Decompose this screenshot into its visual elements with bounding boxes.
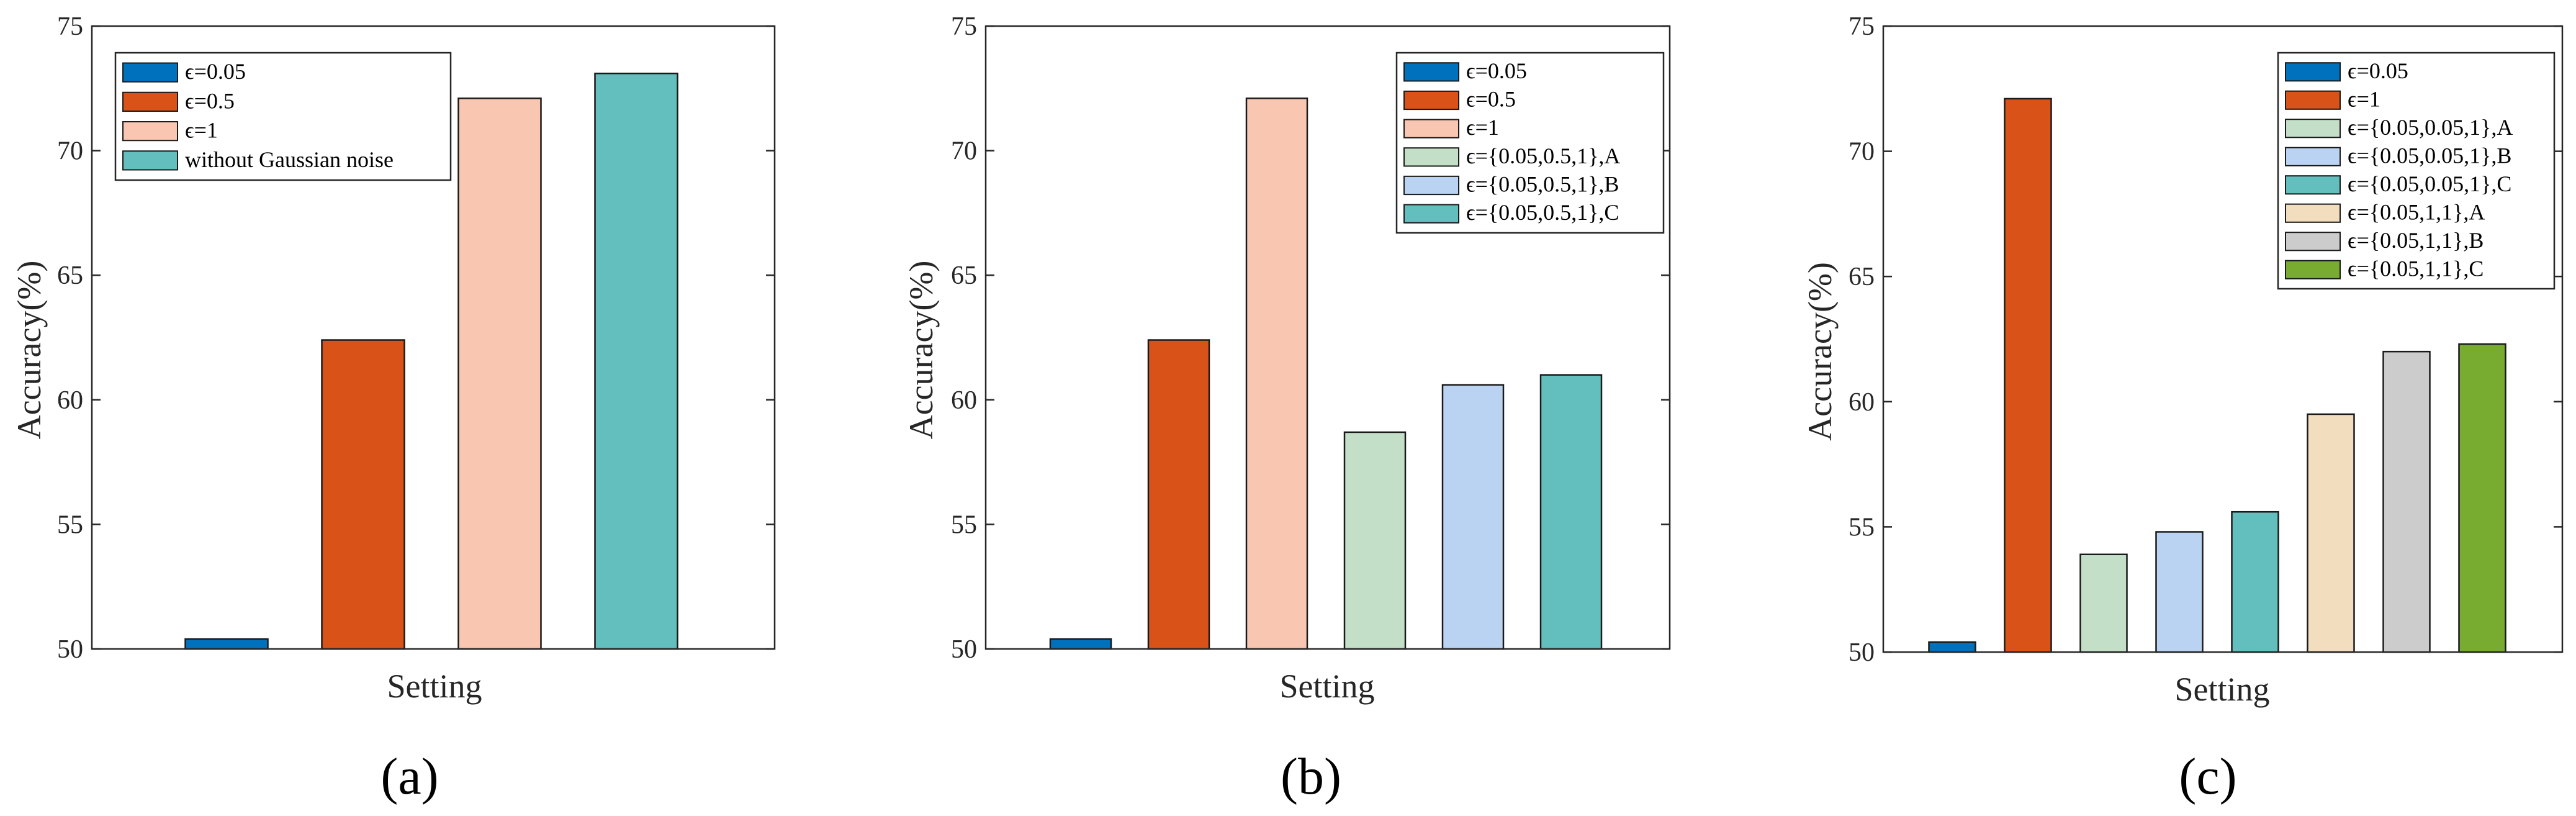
panel-b-legend-label-1: ϵ=0.05: [1466, 58, 1527, 83]
panel-a-bar-4: [594, 72, 678, 650]
panel-b-bar-1: [1049, 638, 1112, 650]
panel-c-legend-label-2: ϵ=1: [2348, 86, 2380, 111]
panel-c-legend-swatch-8: [2285, 260, 2341, 279]
panel-c-legend-swatch-6: [2285, 203, 2341, 223]
panel-c-bar-6: [2307, 413, 2355, 653]
panel-a-ytick-label-75: 75: [57, 12, 83, 41]
panel-c-bar-5: [2231, 510, 2279, 653]
panel-c-bar-7: [2382, 350, 2431, 653]
panel-c-legend-label-6: ϵ={0.05,1,1},A: [2348, 199, 2485, 224]
panel-c-ytick-label-55: 55: [1849, 513, 1875, 542]
panel-b-legend-box: [1395, 52, 1665, 234]
panel-a-bar-2: [321, 339, 405, 650]
panel-b-legend-label-2: ϵ=0.5: [1466, 87, 1516, 112]
panel-b-legend-label-5: ϵ={0.05,0.5,1},B: [1466, 172, 1619, 197]
panel-b-ytick-label-50: 50: [951, 635, 977, 664]
panel-b-ytick-label-60: 60: [951, 386, 977, 415]
panel-c-legend-label-3: ϵ={0.05,0.05,1},A: [2348, 115, 2513, 140]
panel-b-ytick-label-75: 75: [951, 12, 977, 41]
panel-c-legend-swatch-1: [2285, 62, 2341, 82]
panel-c-legend-swatch-2: [2285, 90, 2341, 110]
panel-c-legend-swatch-4: [2285, 147, 2341, 166]
panel-b-ytick-label-55: 55: [951, 510, 977, 539]
panel-b-legend-label-3: ϵ=1: [1466, 115, 1499, 140]
panel-c-ytick-label-70: 70: [1849, 138, 1875, 166]
panel-a-ytick-label-60: 60: [57, 386, 83, 415]
panel-c-ytick-label-65: 65: [1849, 263, 1875, 291]
panel-c-axes-frame: [1882, 25, 2564, 653]
panel-b-bar-3: [1245, 97, 1308, 650]
panel-c-bar-1: [1928, 641, 1976, 653]
panel-b-ytick-label-65: 65: [951, 261, 977, 290]
panel-b-xlabel: Setting: [1279, 668, 1374, 705]
panel-b-bar-4: [1343, 431, 1407, 650]
panel-b-ylabel: Accuracy(%): [903, 261, 940, 440]
panel-a-legend-swatch-4: [122, 150, 178, 171]
panel-b-legend-label-4: ϵ={0.05,0.5,1},A: [1466, 143, 1620, 168]
panel-c-bar-8: [2458, 343, 2506, 653]
panel-a-bar-3: [457, 97, 542, 650]
panel-b-legend-swatch-2: [1403, 90, 1459, 111]
panel-a-legend-swatch-2: [122, 91, 178, 112]
panel-a-xlabel: Setting: [387, 668, 482, 705]
panel-c-bar-4: [2155, 531, 2204, 653]
panel-b-legend-swatch-3: [1403, 119, 1459, 138]
panel-c-legend-swatch-3: [2285, 119, 2341, 138]
panel-a-bar-1: [184, 638, 269, 650]
panel-a-caption-label: (a): [381, 748, 438, 805]
panel-c-legend-label-1: ϵ=0.05: [2348, 58, 2408, 83]
panel-a-ylabel: Accuracy(%): [11, 261, 48, 440]
panel-b-caption-label: (b): [1281, 748, 1341, 805]
panel-b-bar-2: [1147, 339, 1210, 650]
panel-a-legend-label-1: ϵ=0.05: [185, 59, 246, 84]
panel-a-ytick-label-55: 55: [57, 510, 83, 539]
panel-c-ylabel: Accuracy(%): [1801, 262, 1839, 441]
panel-a-legend-swatch-1: [122, 62, 178, 83]
panel-c-legend-label-4: ϵ={0.05,0.05,1},B: [2348, 143, 2511, 168]
panel-a-axes-frame: [91, 25, 776, 650]
panel-a-legend-swatch-3: [122, 121, 178, 142]
panel-b-legend-swatch-1: [1403, 62, 1459, 82]
panel-c-ytick-label-60: 60: [1849, 388, 1875, 417]
panel-c-xlabel: Setting: [2174, 671, 2269, 708]
panel-b-legend-swatch-6: [1403, 204, 1459, 224]
panel-a-ytick-label-50: 50: [57, 635, 83, 664]
panel-c-bar-3: [2079, 553, 2128, 653]
panel-c-legend-swatch-7: [2285, 232, 2341, 252]
panel-a-ytick-label-70: 70: [57, 137, 83, 166]
panel-b-axes-frame: [984, 25, 1671, 650]
panel-c-legend-label-7: ϵ={0.05,1,1},B: [2348, 228, 2484, 253]
panel-c-ytick-label-50: 50: [1849, 638, 1875, 667]
panel-b-legend-swatch-4: [1403, 147, 1459, 167]
panel-a-legend-label-4: without Gaussian noise: [185, 147, 394, 172]
panel-b-legend-swatch-5: [1403, 175, 1459, 196]
panel-b-bar-5: [1441, 384, 1505, 650]
panel-c-ytick-label-75: 75: [1849, 12, 1875, 41]
panel-b-ytick-label-70: 70: [951, 137, 977, 166]
panel-a-legend-label-2: ϵ=0.5: [185, 88, 235, 113]
panel-c-legend-swatch-5: [2285, 175, 2341, 195]
panel-c-legend-label-5: ϵ={0.05,0.05,1},C: [2348, 171, 2511, 196]
panel-c-caption-label: (c): [2179, 748, 2236, 805]
panel-a-ytick-label-65: 65: [57, 261, 83, 290]
panel-a-legend-label-3: ϵ=1: [185, 118, 218, 143]
panel-c-legend-label-8: ϵ={0.05,1,1},C: [2348, 256, 2484, 281]
panel-b-legend-label-6: ϵ={0.05,0.5,1},C: [1466, 200, 1619, 225]
panel-c-bar-2: [2004, 97, 2052, 653]
panel-b-bar-6: [1539, 374, 1603, 650]
